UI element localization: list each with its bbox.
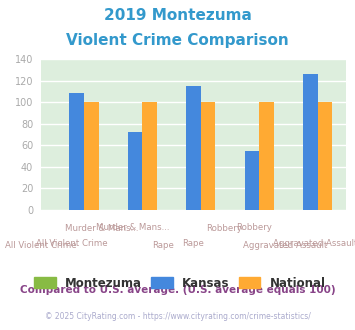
Text: Aggravated Assault: Aggravated Assault (273, 239, 355, 248)
Text: Murder & Mans...: Murder & Mans... (95, 223, 169, 232)
Bar (142, 102, 157, 210)
Text: Rape: Rape (182, 239, 204, 248)
Bar (245, 150, 259, 210)
Bar (69, 93, 84, 210)
Bar (128, 132, 142, 210)
Bar (201, 102, 215, 210)
Text: Compared to U.S. average. (U.S. average equals 100): Compared to U.S. average. (U.S. average … (20, 285, 335, 295)
Bar (318, 102, 332, 210)
Text: Aggravated Assault: Aggravated Assault (243, 241, 327, 250)
Text: Murder & Mans...: Murder & Mans... (65, 224, 139, 233)
Text: 2019 Montezuma: 2019 Montezuma (104, 8, 251, 23)
Text: Rape: Rape (152, 241, 174, 250)
Bar (259, 102, 274, 210)
Text: All Violent Crime: All Violent Crime (5, 241, 77, 250)
Text: All Violent Crime: All Violent Crime (36, 239, 107, 248)
Bar (186, 86, 201, 210)
Bar (303, 75, 318, 210)
Text: Violent Crime Comparison: Violent Crime Comparison (66, 33, 289, 48)
Text: Robbery: Robbery (206, 224, 242, 233)
Legend: Montezuma, Kansas, National: Montezuma, Kansas, National (34, 277, 326, 289)
Bar (84, 102, 99, 210)
Text: Robbery: Robbery (236, 223, 273, 232)
Text: © 2025 CityRating.com - https://www.cityrating.com/crime-statistics/: © 2025 CityRating.com - https://www.city… (45, 312, 310, 321)
